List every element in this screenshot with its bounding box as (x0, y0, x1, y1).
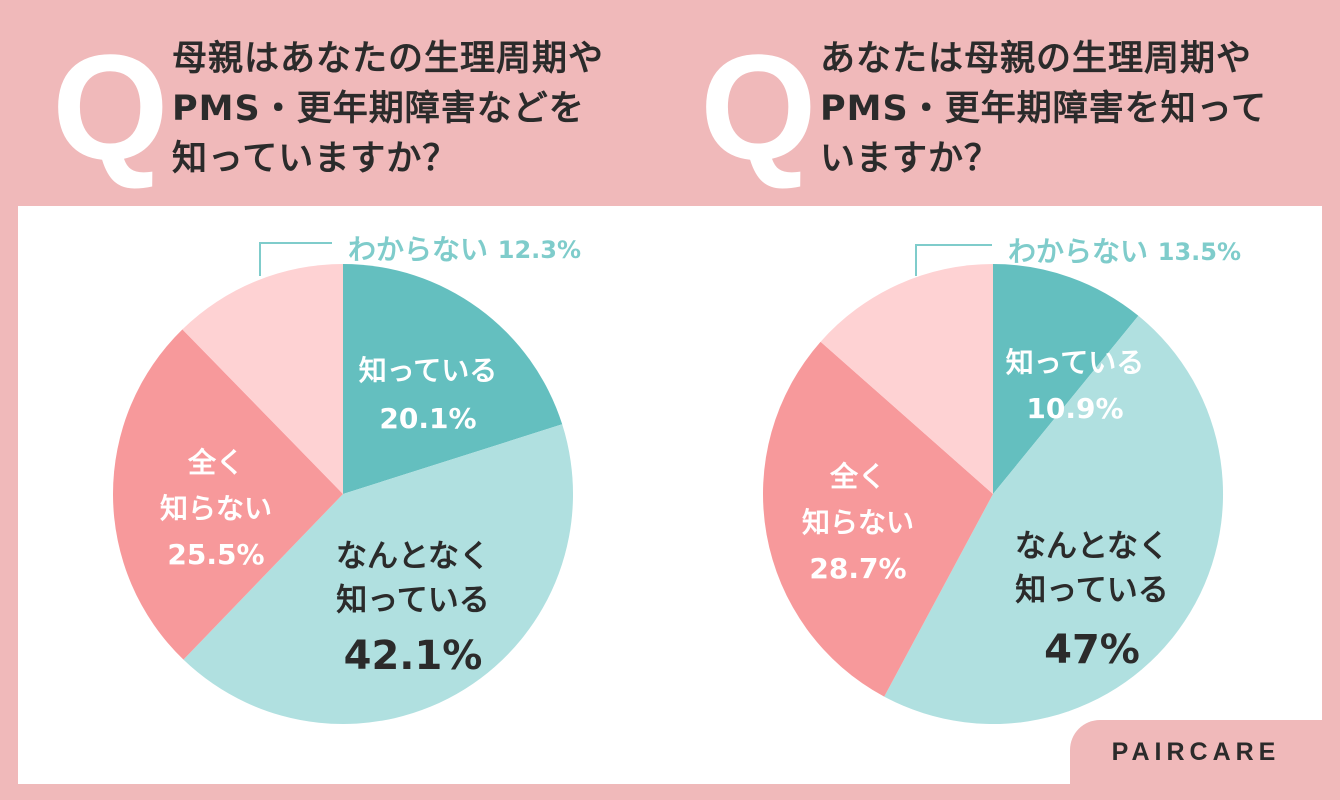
pie-2-vaguely-known-label: なんとなく (1015, 529, 1169, 565)
pie-2-slice-not-known (762, 341, 993, 697)
question-1-line-3: 知っていますか？ (172, 139, 459, 179)
pie-charts: 知っている20.1%なんとなく知っている42.1%全く知らない25.5%わからな… (112, 233, 1241, 725)
pie-2-not-known-label: 知らない (802, 506, 914, 539)
pie-1-not-known-label: 知らない (160, 492, 272, 525)
question-text-1: 母親はあなたの生理周期や PMS・更年期障害などを 知っていますか？ (172, 34, 604, 184)
pie-2-vaguely-known-label: 知っている (1015, 573, 1168, 609)
pie-2-known-label: 知っている (1006, 346, 1145, 379)
question-1-line-2: PMS・更年期障害などを (172, 89, 585, 129)
pie-2-leader-line (915, 244, 992, 276)
pie-1-vaguely-known-label: なんとなく (336, 539, 490, 575)
question-text-2: あなたは母親の生理周期や PMS・更年期障害を知って いますか？ (820, 34, 1267, 184)
question-1-line-1: 母親はあなたの生理周期や (172, 39, 605, 79)
question-mark-1: Q (52, 23, 169, 191)
brand-tab: PAIRCARE (1070, 720, 1322, 784)
question-2-line-1: あなたは母親の生理周期や (820, 39, 1253, 79)
pie-1-label-unknown: わからない 12.3% (348, 233, 581, 266)
question-2-line-2: PMS・更年期障害を知って (820, 89, 1267, 129)
pie-2-vaguely-known-value: 47% (1044, 627, 1140, 673)
pie-1-slice-unknown (182, 264, 343, 494)
pie-1-vaguely-known-value: 42.1% (344, 633, 483, 679)
pie-1-not-known-value: 25.5% (167, 538, 264, 571)
pie-1-slice-known (343, 264, 563, 494)
pie-2-slice-unknown (820, 264, 993, 494)
pie-2-slice-vaguely-known (884, 315, 1224, 725)
pie-2-slice-known (993, 264, 1139, 494)
pie-1-known-label: 知っている (359, 354, 498, 387)
question-mark-2: Q (700, 23, 817, 191)
pie-2-label-unknown: わからない 13.5% (1008, 235, 1241, 268)
pie-1-known-value: 20.1% (379, 402, 476, 435)
pie-1-not-known-label: 全く (187, 446, 244, 479)
pie-2-known-value: 10.9% (1026, 392, 1123, 425)
pie-2-not-known-value: 28.7% (809, 552, 906, 585)
chart-panel: 知っている 20.1% なんとなく 知っている 42.1% 全く 知らない 25.5% わからな… (18, 206, 1322, 784)
pie-1-leader-line (259, 242, 332, 276)
brand-logo-text: PAIRCARE (1111, 737, 1281, 766)
pie-1-slice-not-known (112, 329, 343, 660)
pie-1-slice-vaguely-known (183, 424, 574, 725)
pie-1-vaguely-known-label: 知っている (336, 583, 489, 619)
pie-2-not-known-label: 全く (829, 460, 886, 493)
question-2-line-3: いますか？ (820, 139, 1001, 179)
